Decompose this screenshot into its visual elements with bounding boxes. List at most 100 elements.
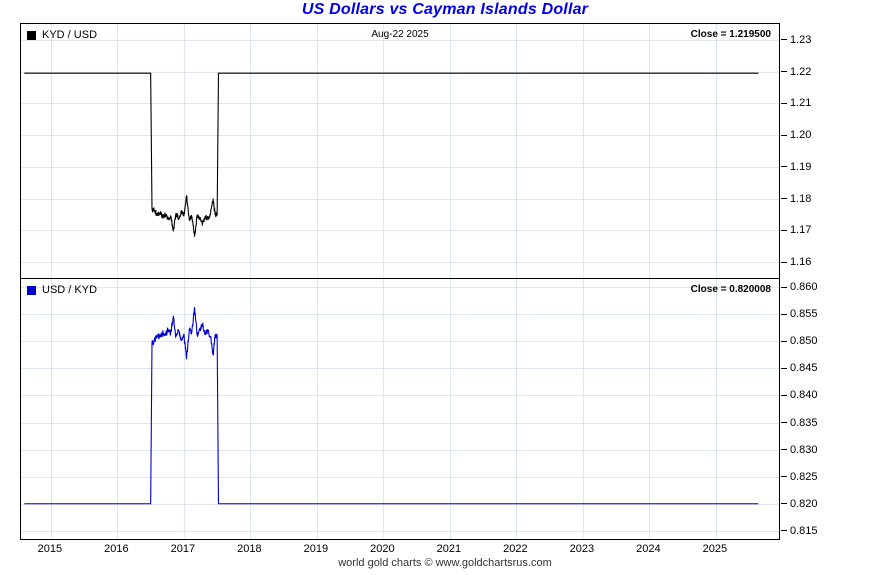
tick-label: 1.22	[790, 65, 812, 78]
gridline-vertical	[183, 24, 185, 278]
legend-swatch-icon	[27, 30, 36, 40]
tick-label: 0.820	[790, 497, 818, 510]
y-axis-top: 1.23 1.22 1.21 1.20 1.19 1.18 1.17 1.16	[781, 23, 886, 279]
tick-label: 0.815	[790, 524, 818, 537]
x-axis-tick-label: 2016	[104, 543, 129, 555]
gridline-horizontal	[21, 395, 779, 397]
gridline-horizontal	[21, 71, 779, 73]
gridline-horizontal	[21, 230, 779, 232]
gridline-horizontal	[21, 476, 779, 478]
tick-label: 0.830	[790, 443, 818, 456]
gridline-horizontal	[21, 262, 779, 264]
tick-label: 0.835	[790, 416, 818, 429]
y-axis-tick: 1.19	[781, 161, 811, 173]
gridline-horizontal	[21, 422, 779, 424]
tick-label: 0.855	[790, 308, 818, 321]
gridline-horizontal	[21, 530, 779, 532]
x-axis-tick-label: 2022	[503, 543, 528, 555]
tick-dash	[781, 286, 787, 288]
tick-dash	[781, 166, 787, 168]
x-axis-tick-label: 2025	[702, 543, 728, 555]
gridline-horizontal	[21, 287, 779, 289]
tick-label: 0.840	[790, 389, 818, 402]
gridline-vertical	[50, 279, 52, 539]
chart-date-label: Aug-22 2025	[371, 29, 429, 40]
tick-label: 1.17	[790, 224, 812, 237]
gridline-vertical	[117, 279, 119, 539]
legend-label-kyd-usd: KYD / USD	[42, 29, 98, 41]
y-axis-tick: 1.18	[781, 193, 811, 205]
tick-dash	[781, 449, 787, 451]
tick-dash	[781, 503, 787, 505]
tick-dash	[781, 422, 787, 424]
tick-label: 1.18	[790, 192, 812, 205]
x-axis-tick-label: 2018	[237, 543, 262, 555]
x-axis-tick-label: 2024	[636, 543, 661, 555]
tick-dash	[781, 39, 787, 41]
y-axis-tick: 0.850	[781, 335, 818, 347]
gridline-vertical	[250, 279, 252, 539]
y-axis-tick: 0.835	[781, 417, 818, 429]
x-axis: 2015 2016 2017 2018 2019 2020 2021 2022 2023 2024…	[20, 541, 780, 561]
tick-label: 1.16	[790, 256, 812, 269]
footer-credit: world gold charts © www.goldchartsrus.co…	[338, 557, 552, 569]
legend-kyd-usd: KYD / USD	[27, 29, 97, 41]
y-axis-tick: 1.17	[781, 224, 811, 236]
gridline-vertical	[715, 24, 717, 278]
gridline-horizontal	[21, 449, 779, 451]
tick-dash	[781, 313, 787, 315]
tick-label: 1.19	[790, 160, 812, 173]
tick-dash	[781, 134, 787, 136]
gridline-vertical	[649, 24, 651, 278]
gridline-horizontal	[21, 166, 779, 168]
y-axis-tick: 0.860	[781, 281, 818, 293]
gridline-vertical	[383, 279, 385, 539]
gridline-horizontal	[21, 341, 779, 343]
series-line-kyd-usd	[24, 72, 759, 237]
page-title: US Dollars vs Cayman Islands Dollar	[301, 1, 589, 18]
y-axis-tick: 1.16	[781, 256, 811, 268]
gridline-vertical	[649, 279, 651, 539]
y-axis-tick: 1.21	[781, 97, 811, 109]
gridline-horizontal	[21, 198, 779, 200]
series-line-usd-kyd	[24, 307, 759, 505]
tick-label: 0.860	[790, 281, 818, 294]
y-axis-tick: 0.840	[781, 389, 818, 401]
gridline-horizontal	[21, 103, 779, 105]
y-axis-tick: 1.22	[781, 66, 811, 78]
tick-label: 1.20	[790, 129, 812, 142]
gridline-vertical	[582, 279, 584, 539]
gridline-vertical	[250, 24, 252, 278]
x-axis-tick-label: 2019	[303, 543, 329, 555]
tick-dash	[781, 71, 787, 73]
tick-dash	[781, 394, 787, 396]
gridline-horizontal	[21, 135, 779, 137]
tick-dash	[781, 102, 787, 104]
gridline-vertical	[715, 279, 717, 539]
panel-kyd-usd: KYD / USD Aug-22 2025 Close = 1.219500	[20, 23, 780, 279]
gridline-horizontal	[21, 368, 779, 370]
tick-dash	[781, 367, 787, 369]
x-axis-tick-label: 2015	[37, 543, 63, 555]
tick-dash	[781, 229, 787, 231]
x-axis-tick-label: 2021	[436, 543, 462, 555]
x-axis-tick-label: 2017	[170, 543, 196, 555]
tick-dash	[781, 530, 787, 532]
y-axis-bottom: 0.860 0.855 0.850 0.845 0.840 0.835 0.830 0.825…	[781, 278, 886, 540]
gridline-vertical	[117, 24, 119, 278]
gridline-vertical	[50, 24, 52, 278]
tick-label: 0.850	[790, 335, 818, 348]
gridline-vertical	[582, 24, 584, 278]
close-value-kyd-usd: Close = 1.219500	[690, 29, 771, 40]
tick-label: 0.825	[790, 470, 818, 483]
y-axis-tick: 0.830	[781, 444, 818, 456]
x-axis-tick-label: 2023	[569, 543, 595, 555]
close-value-usd-kyd: Close = 0.820008	[690, 284, 771, 295]
y-axis-tick: 0.825	[781, 471, 818, 483]
tick-dash	[781, 476, 787, 478]
y-axis-tick: 0.855	[781, 308, 818, 320]
tick-label: 1.21	[790, 97, 812, 110]
tick-label: 1.23	[790, 33, 812, 46]
gridline-vertical	[449, 279, 451, 539]
